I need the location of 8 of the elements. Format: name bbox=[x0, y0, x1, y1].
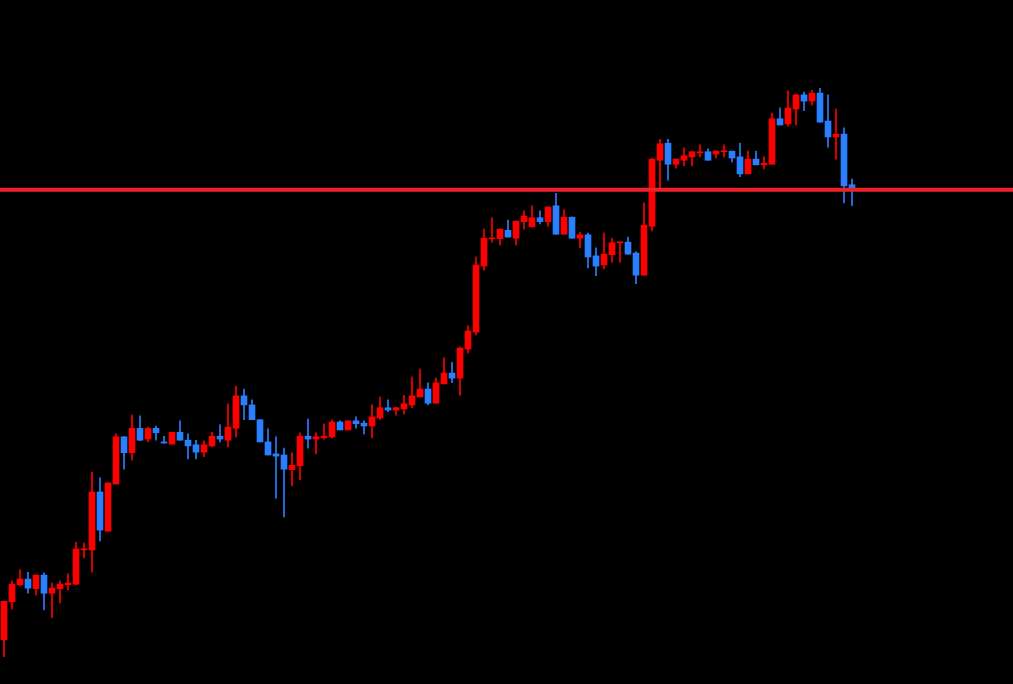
candlestick bbox=[616, 241, 624, 263]
candlestick bbox=[312, 432, 320, 455]
candlestick bbox=[696, 144, 704, 158]
candlestick bbox=[48, 582, 56, 619]
candlestick bbox=[280, 447, 288, 518]
candlestick bbox=[720, 144, 728, 158]
candlestick bbox=[488, 217, 496, 243]
candlestick bbox=[384, 399, 392, 413]
